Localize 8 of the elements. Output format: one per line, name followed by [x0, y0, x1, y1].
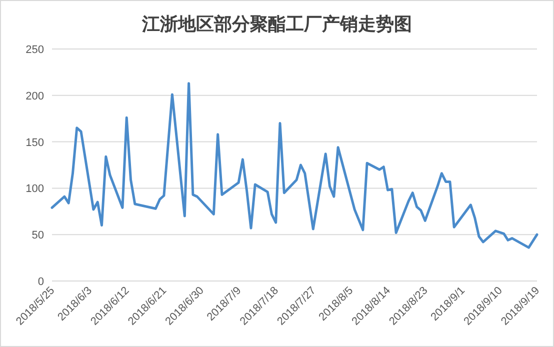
y-tick-label: 200 — [26, 90, 44, 102]
y-tick-label: 0 — [38, 276, 44, 288]
chart-title: 江浙地区部分聚酯工厂产销走势图 — [141, 14, 412, 34]
line-series — [50, 82, 538, 249]
y-tick-label: 100 — [26, 183, 44, 196]
y-tick-label: 250 — [26, 44, 44, 56]
y-tick-label: 50 — [32, 230, 44, 242]
y-tick-label: 150 — [26, 136, 44, 149]
